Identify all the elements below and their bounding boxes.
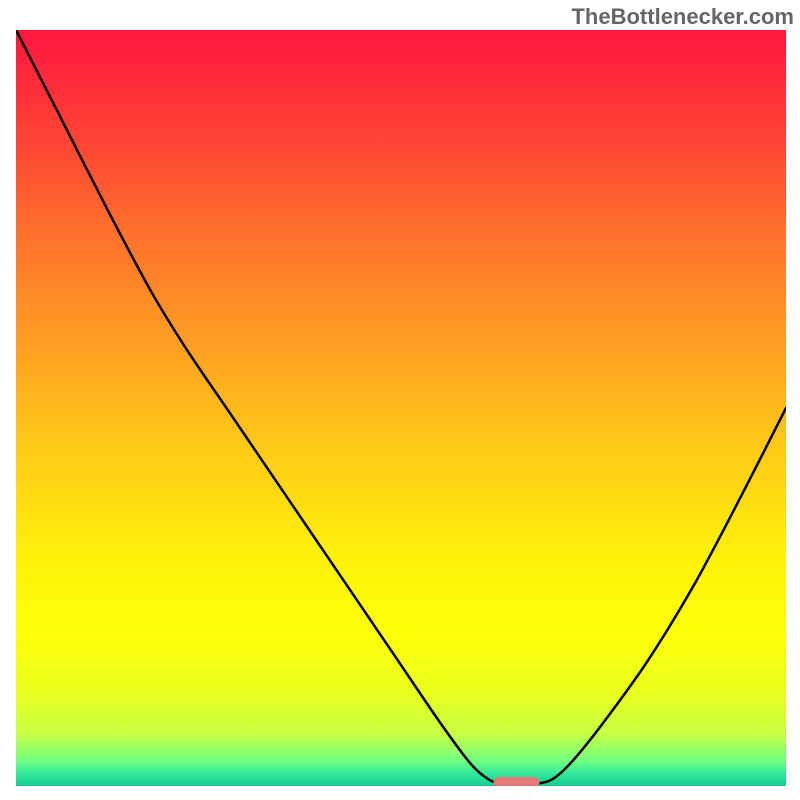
plot-area bbox=[16, 30, 786, 786]
optimal-marker bbox=[493, 777, 539, 786]
chart-svg bbox=[16, 30, 786, 786]
watermark-text: TheBottlenecker.com bbox=[571, 4, 794, 30]
gradient-background bbox=[16, 30, 786, 786]
chart-container: TheBottlenecker.com bbox=[0, 0, 800, 800]
